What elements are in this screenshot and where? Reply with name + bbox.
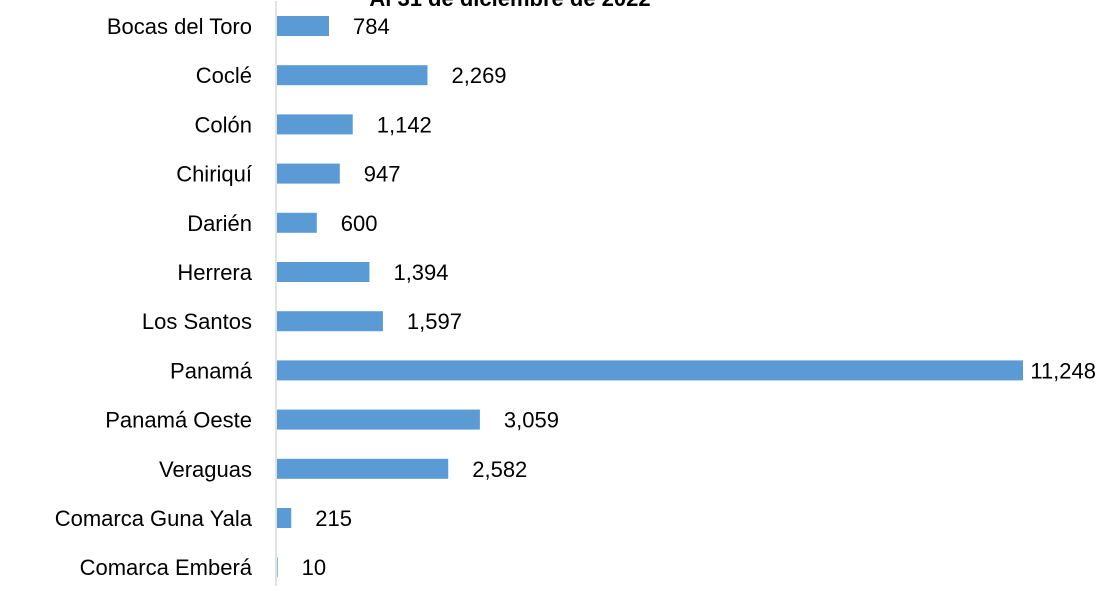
category-label: Chiriquí <box>176 162 252 187</box>
value-label: 947 <box>364 162 401 187</box>
category-label: Veraguas <box>159 457 252 482</box>
category-label: Comarca Emberá <box>80 555 253 580</box>
bar <box>277 508 292 528</box>
category-label: Panamá Oeste <box>105 408 252 433</box>
value-label: 600 <box>341 211 378 236</box>
bar <box>277 163 340 184</box>
value-label: 2,582 <box>472 457 527 482</box>
category-label: Colón <box>195 112 252 137</box>
value-label: 1,142 <box>377 112 432 137</box>
category-label: Los Santos <box>142 309 252 334</box>
category-label: Coclé <box>196 63 252 88</box>
value-label: 10 <box>302 555 326 580</box>
bars-group <box>277 16 1023 578</box>
value-label: 11,248 <box>1030 358 1096 383</box>
bar <box>277 409 480 430</box>
bar <box>277 360 1023 381</box>
value-label: 1,597 <box>407 309 462 334</box>
bar <box>277 16 329 36</box>
chart-title: Al 31 de diciembre de 2022 <box>369 0 650 11</box>
category-label: Panamá <box>170 358 253 383</box>
bar <box>277 262 370 282</box>
value-labels-group: 784 2,269 1,142 947 600 1,394 1,597 11,248 3,059… <box>302 14 1096 580</box>
bar <box>277 557 278 578</box>
value-label: 215 <box>315 506 352 531</box>
category-label: Bocas del Toro <box>107 14 252 39</box>
category-label: Comarca Guna Yala <box>55 506 253 531</box>
bar <box>277 311 383 332</box>
category-labels-group: Bocas del Toro Coclé Colón Chiriquí Darién He… <box>55 14 253 580</box>
bar <box>277 114 353 135</box>
category-label: Darién <box>187 211 252 236</box>
value-label: 1,394 <box>393 260 448 285</box>
bar <box>277 212 317 233</box>
value-label: 3,059 <box>504 408 559 433</box>
value-label: 2,269 <box>451 63 506 88</box>
value-label: 784 <box>353 14 390 39</box>
bar <box>277 458 449 479</box>
category-label: Herrera <box>177 260 252 285</box>
bar <box>277 65 428 86</box>
